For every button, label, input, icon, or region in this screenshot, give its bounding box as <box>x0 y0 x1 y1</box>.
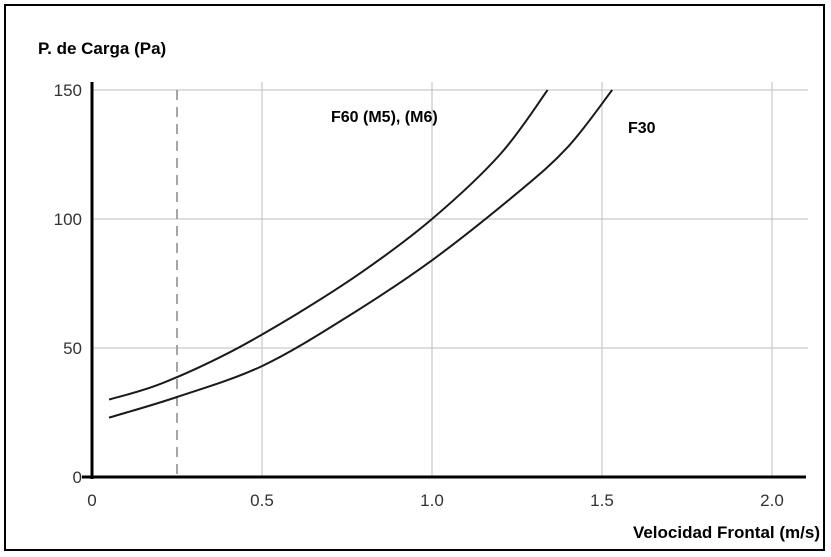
y-tick-label: 100 <box>54 210 82 229</box>
grid-lines <box>92 82 808 477</box>
series-group <box>108 89 613 419</box>
series-line-0 <box>108 89 549 401</box>
axes <box>82 82 806 479</box>
y-tick-label: 0 <box>73 468 82 487</box>
x-tick-label: 0 <box>87 491 96 510</box>
series-line-1 <box>108 89 613 419</box>
x-tick-label: 2.0 <box>760 491 784 510</box>
chart-frame <box>4 4 825 551</box>
x-axis-title: Velocidad Frontal (m/s) <box>633 523 820 542</box>
x-tick-label: 0.5 <box>250 491 274 510</box>
series-label-f30: F30 <box>628 120 656 137</box>
x-tick-label: 1.0 <box>420 491 444 510</box>
y-tick-label: 150 <box>54 81 82 100</box>
x-tick-label: 1.5 <box>590 491 614 510</box>
series-label-f60: F60 (M5), (M6) <box>331 109 438 126</box>
y-tick-label: 50 <box>63 339 82 358</box>
y-axis-title: P. de Carga (Pa) <box>38 39 166 58</box>
tick-labels: 0 50 100 150 0 0.5 1.0 1.5 2.0 <box>54 81 784 510</box>
